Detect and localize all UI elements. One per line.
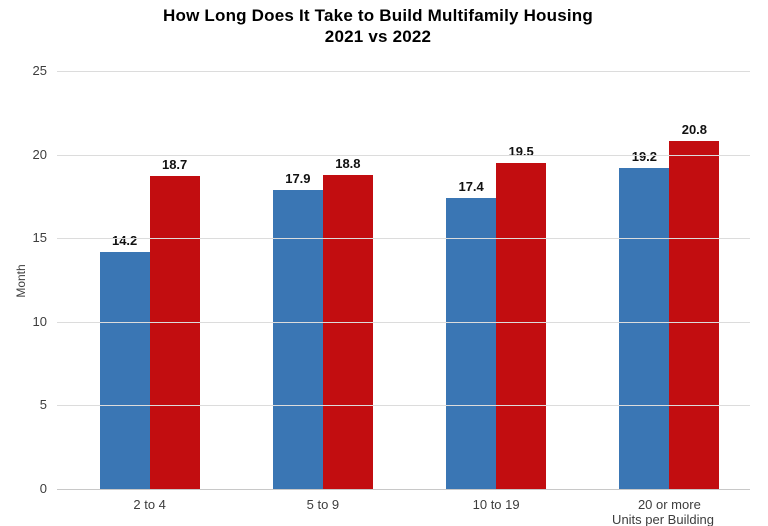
bar-column-2021: 19.2: [619, 71, 670, 489]
bar-column-2022: 20.8: [669, 71, 720, 489]
bar-group-20-or-more: 19.2 20.8: [577, 71, 750, 489]
x-axis-title: Units per Building: [612, 512, 714, 526]
y-tick-label-15: 15: [32, 230, 47, 246]
x-category-label-20-or-more: 20 or more: [637, 497, 701, 512]
value-label-2021-5-to-9: 17.9: [285, 170, 311, 186]
gridline-y-5: [57, 405, 750, 407]
bar-column-2022: 19.5: [496, 71, 547, 489]
y-tick-label-20: 20: [32, 146, 47, 162]
bar-2021-5-to-9: [272, 189, 323, 489]
gridline-y-20: [57, 154, 750, 156]
bar-2021-10-to-19: [446, 198, 497, 489]
x-category-label-5-to-9: 5 to 9: [306, 497, 340, 512]
bar-column-2021: 17.4: [446, 71, 497, 489]
value-label-2021-20-or-more: 19.2: [631, 148, 658, 164]
plot-area: 14.2 18.7 17.9 18.8 17.4 19.5 19.2 20.8 0 5 10 15 2…: [33, 64, 750, 496]
value-label-2021-10-to-19: 17.4: [458, 179, 484, 195]
bar-groups: 14.2 18.7 17.9 18.8 17.4 19.5 19.2 20.8: [57, 71, 750, 489]
bar-column-2021: 17.9: [272, 71, 323, 489]
bar-column-2022: 18.8: [322, 71, 373, 489]
bar-2021-2-to-4: [99, 251, 150, 489]
value-label-2022-10-to-19: 19.5: [508, 143, 534, 159]
chart-title-block: How Long Does It Take to Build Multifami…: [0, 5, 756, 47]
bar-2021-20-or-more: [619, 167, 670, 489]
chart-subtitle: 2021 vs 2022: [324, 27, 432, 46]
value-label-2022-20-or-more: 20.8: [681, 122, 708, 138]
bar-group-2-to-4: 14.2 18.7: [57, 71, 230, 489]
x-category-label-10-to-19: 10 to 19: [472, 497, 520, 512]
bar-column-2022: 18.7: [149, 71, 200, 489]
y-axis-title: Month: [14, 264, 28, 298]
bar-column-2021: 14.2: [99, 71, 150, 489]
bar-pair: 17.4 19.5: [446, 71, 547, 489]
y-tick-label-25: 25: [32, 63, 47, 78]
y-tick-label-0: 0: [39, 481, 47, 496]
bar-pair: 14.2 18.7: [99, 71, 200, 489]
gridline-y-15: [57, 238, 750, 240]
y-tick-label-10: 10: [32, 313, 47, 329]
value-label-2021-2-to-4: 14.2: [111, 232, 138, 248]
bar-group-10-to-19: 17.4 19.5: [404, 71, 577, 489]
bar-group-5-to-9: 17.9 18.8: [230, 71, 403, 489]
value-label-2022-5-to-9: 18.8: [335, 155, 361, 171]
bar-pair: 17.9 18.8: [272, 71, 373, 489]
x-category-label-2-to-4: 2 to 4: [133, 497, 166, 512]
bar-2022-20-or-more: [669, 141, 720, 489]
x-axis-category-labels: 2 to 4 5 to 9 10 to 19 20 or more: [57, 497, 750, 512]
bar-2022-10-to-19: [496, 162, 547, 489]
value-label-2022-2-to-4: 18.7: [161, 157, 188, 173]
bar-2022-5-to-9: [322, 174, 373, 489]
chart-title: How Long Does It Take to Build Multifami…: [163, 6, 593, 25]
bar-pair: 19.2 20.8: [619, 71, 720, 489]
bar-2022-2-to-4: [149, 176, 200, 489]
gridline-y-25: [57, 71, 750, 72]
gridline-y-10: [57, 321, 750, 323]
y-tick-label-5: 5: [39, 397, 47, 413]
